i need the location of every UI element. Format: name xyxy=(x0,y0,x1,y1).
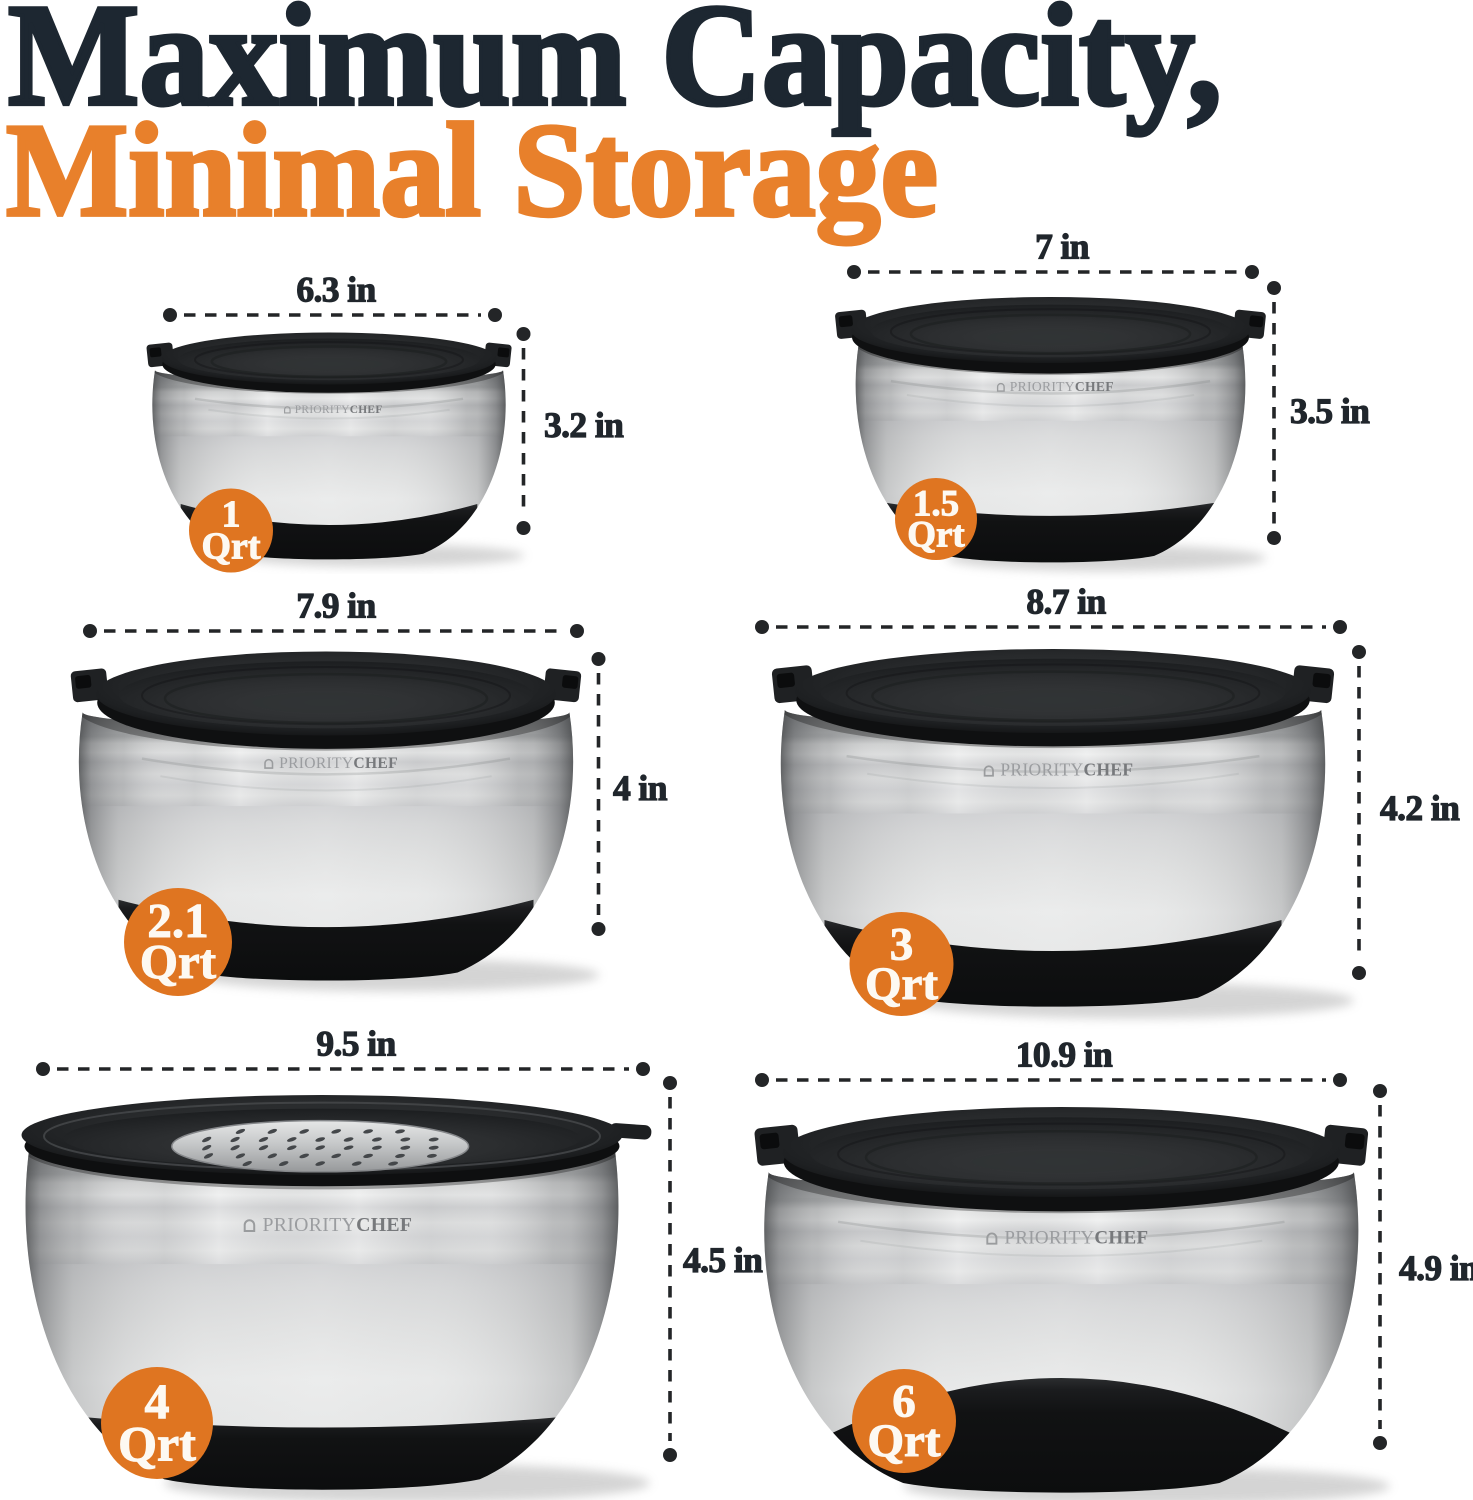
svg-text:4.5 in: 4.5 in xyxy=(683,1240,763,1280)
svg-text:Qrt: Qrt xyxy=(140,934,217,989)
svg-text:4.2 in: 4.2 in xyxy=(1380,788,1460,828)
svg-text:PRIORITYCHEF: PRIORITYCHEF xyxy=(1010,379,1114,394)
svg-text:PRIORITYCHEF: PRIORITYCHEF xyxy=(295,404,383,416)
svg-text:Qrt: Qrt xyxy=(118,1416,196,1472)
svg-text:PRIORITYCHEF: PRIORITYCHEF xyxy=(279,755,398,772)
svg-text:1: 1 xyxy=(222,494,241,536)
svg-text:Maximum Capacity,: Maximum Capacity, xyxy=(8,0,1222,136)
svg-text:4.9 in: 4.9 in xyxy=(1399,1248,1473,1288)
svg-text:Qrt: Qrt xyxy=(867,1415,940,1467)
svg-text:7.9 in: 7.9 in xyxy=(296,586,376,626)
svg-text:2.1: 2.1 xyxy=(147,893,208,948)
svg-text:1.5: 1.5 xyxy=(913,483,959,524)
svg-text:Qrt: Qrt xyxy=(865,958,938,1010)
svg-text:Qrt: Qrt xyxy=(907,515,965,556)
svg-text:10.9 in: 10.9 in xyxy=(1016,1035,1113,1075)
svg-text:PRIORITYCHEF: PRIORITYCHEF xyxy=(263,1214,413,1236)
svg-text:7 in: 7 in xyxy=(1035,227,1090,267)
svg-text:8.7 in: 8.7 in xyxy=(1026,582,1106,622)
svg-text:4 in: 4 in xyxy=(613,768,668,808)
svg-text:3: 3 xyxy=(890,918,914,970)
svg-text:PRIORITYCHEF: PRIORITYCHEF xyxy=(1004,1228,1148,1249)
svg-text:PRIORITYCHEF: PRIORITYCHEF xyxy=(1000,760,1133,780)
svg-text:6: 6 xyxy=(892,1375,916,1427)
svg-text:Minimal Storage: Minimal Storage xyxy=(6,96,938,245)
svg-text:9.5 in: 9.5 in xyxy=(316,1024,396,1064)
svg-text:Qrt: Qrt xyxy=(201,526,260,568)
svg-text:6.3 in: 6.3 in xyxy=(296,270,376,310)
svg-text:4: 4 xyxy=(145,1373,170,1429)
svg-text:3.2 in: 3.2 in xyxy=(544,405,624,445)
svg-text:3.5 in: 3.5 in xyxy=(1290,391,1370,431)
